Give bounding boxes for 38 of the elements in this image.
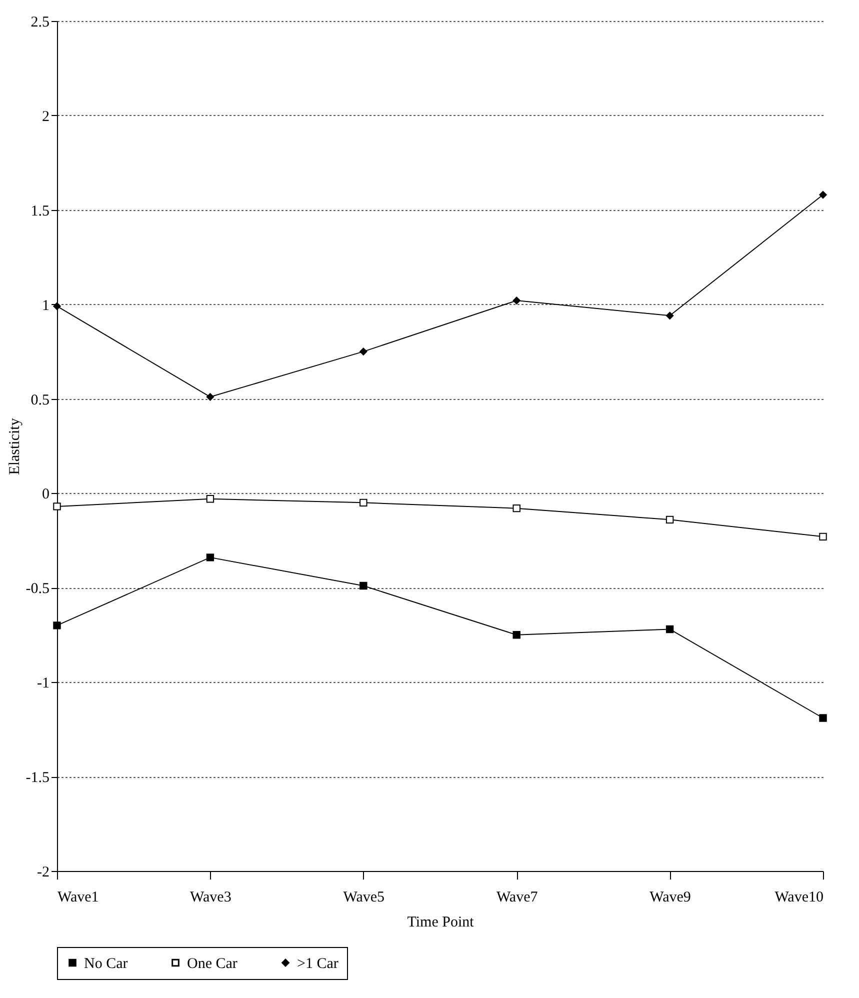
point: [360, 498, 368, 507]
y-tick-label: 1: [42, 298, 50, 314]
y-tick-label: 0.5: [30, 392, 50, 408]
x-tick-label: Wave10: [774, 890, 824, 906]
legend-label: >1 Car: [297, 956, 338, 972]
y-tick-label: -1: [37, 676, 50, 692]
point: [512, 504, 520, 512]
x-tick-label: Wave3: [190, 890, 232, 906]
point: [360, 348, 368, 356]
point: [512, 631, 520, 639]
y-axis-title: Elasticity: [6, 418, 23, 475]
point: [206, 393, 214, 401]
x-tick-label: Wave1: [58, 890, 99, 906]
legend-label: One Car: [187, 956, 238, 972]
y-tick-label: 2.5: [30, 14, 50, 30]
y-tick-label: -2: [37, 864, 50, 880]
x-tick-label: Wave9: [650, 890, 691, 906]
point: [666, 516, 674, 524]
point: [360, 582, 368, 590]
y-tick-label: -0.5: [26, 581, 50, 598]
x-tick-label: Wave7: [496, 890, 538, 906]
legend-label: No Car: [84, 956, 128, 972]
point: [512, 296, 520, 304]
point: [819, 190, 827, 199]
point: [206, 495, 214, 503]
y-tick-label: 2: [42, 108, 50, 125]
y-tick-label: 1.5: [30, 203, 50, 220]
y-tick-label: 0: [42, 486, 50, 503]
point: [206, 554, 214, 562]
y-tick-label: -1.5: [26, 770, 50, 786]
point: [819, 532, 827, 541]
x-tick-label: Wave5: [343, 890, 385, 906]
point: [53, 502, 61, 510]
point: [53, 622, 61, 630]
x-axis-title: Time Point: [407, 914, 475, 930]
point: [819, 714, 827, 722]
point: [666, 625, 674, 634]
point: [666, 312, 674, 320]
